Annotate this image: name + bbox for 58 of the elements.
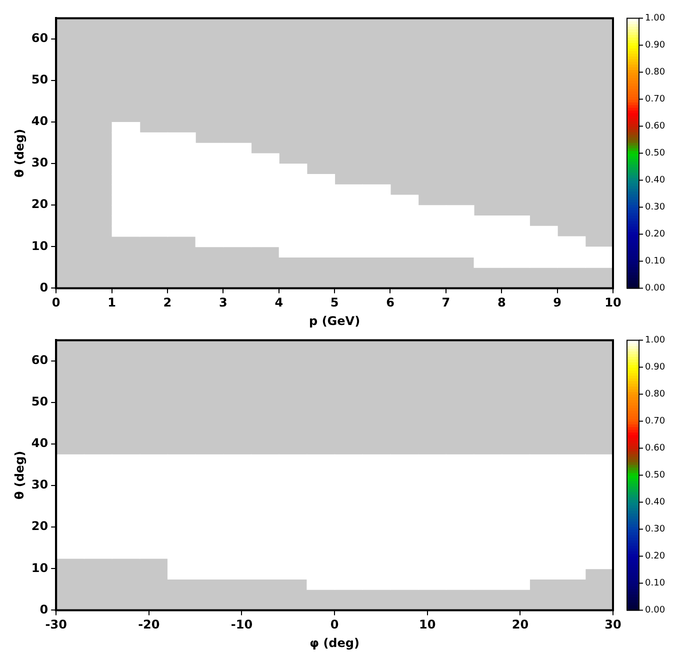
- x-axis-title: φ (deg): [310, 636, 360, 650]
- x-tick-label: -10: [230, 618, 253, 632]
- color-bar-label: 0.40: [645, 176, 666, 186]
- y-tick-label: 60: [31, 31, 48, 46]
- x-tick-label: 1: [108, 296, 116, 310]
- x-tick-label: 7: [442, 296, 450, 310]
- x-tick-label: 0: [330, 618, 339, 632]
- color-bar-label: 0.90: [645, 362, 666, 373]
- color-bar-label: 0.80: [645, 68, 666, 78]
- y-tick-label: 40: [31, 114, 48, 128]
- y-tick-label: 40: [31, 436, 48, 450]
- color-bar-label: 0.30: [645, 524, 666, 535]
- color-bar-label: 0.70: [645, 94, 666, 105]
- color-bar-label: 0.20: [645, 230, 666, 240]
- y-axis-title: θ (deg): [12, 128, 26, 178]
- x-tick-label: 30: [604, 618, 622, 632]
- x-tick-label: 8: [497, 296, 506, 310]
- x-tick-label: 2: [163, 296, 172, 310]
- x-tick-label: 3: [218, 296, 228, 310]
- color-bar-label: 0.00: [645, 284, 666, 294]
- x-tick-label: 6: [386, 296, 394, 310]
- y-tick-label: 10: [31, 238, 48, 253]
- color-bar-label: 0.60: [645, 444, 666, 454]
- y-tick-label: 60: [31, 353, 48, 368]
- color-bar-label: 1.00: [645, 14, 666, 24]
- x-tick-label: 0: [52, 296, 60, 310]
- x-tick-label: 9: [553, 296, 562, 310]
- x-tick-label: 4: [274, 296, 284, 310]
- color-bar-label: 1.00: [645, 336, 666, 346]
- color-bar-label: 0.70: [645, 416, 666, 427]
- y-tick-label: 30: [31, 156, 48, 170]
- y-tick-label: 0: [40, 280, 48, 294]
- color-bar-label: 0.80: [645, 390, 666, 400]
- x-tick-label: 10: [419, 618, 436, 632]
- x-tick-label: 5: [330, 296, 339, 310]
- x-tick-label: 10: [604, 296, 622, 310]
- y-tick-label: 20: [31, 519, 48, 534]
- color-bar-label: 0.00: [645, 606, 666, 616]
- color-bar-label: 0.60: [645, 122, 666, 132]
- y-tick-label: 30: [31, 478, 48, 492]
- color-bar-label: 0.10: [645, 578, 666, 589]
- color-bar-label: 0.50: [645, 470, 666, 481]
- y-tick-label: 50: [31, 72, 48, 87]
- color-bar-label: 0.20: [645, 552, 666, 562]
- y-tick-label: 10: [31, 560, 48, 575]
- x-axis-title: p (GeV): [309, 314, 360, 328]
- color-bar-label: 0.30: [645, 202, 666, 213]
- color-bar-label: 0.90: [645, 40, 666, 51]
- y-axis-title: θ (deg): [12, 450, 26, 500]
- color-bar-label: 0.40: [645, 498, 666, 508]
- x-tick-label: 20: [512, 618, 529, 632]
- y-tick-label: 50: [31, 394, 48, 409]
- color-bar-label: 0.50: [645, 148, 666, 159]
- x-tick-label: -30: [45, 618, 67, 632]
- y-tick-label: 20: [31, 197, 48, 212]
- y-tick-label: 0: [40, 602, 48, 616]
- x-tick-label: -20: [138, 618, 160, 632]
- color-bar-label: 0.10: [645, 256, 666, 267]
